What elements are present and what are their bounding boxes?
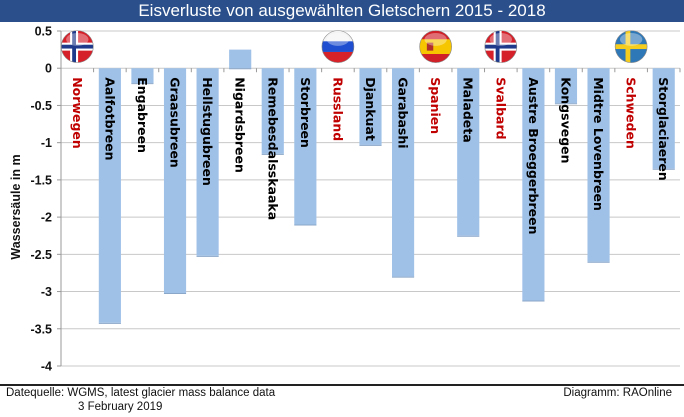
bar-djankuat (359, 68, 382, 145)
bar-remebesdalsskaaka (261, 68, 284, 154)
data-date: 3 February 2019 (78, 401, 163, 413)
glacier-label-maladeta: Maladeta (461, 77, 476, 142)
y-axis-ticks: 0.5 0 -0.5 -1 -1.5 -2 -2.5 -3 -3.5 -4 (30, 25, 52, 374)
y-tick-label: -3.5 (30, 322, 52, 336)
bar-storglaciaeren (652, 68, 675, 169)
norway-flag-icon (484, 30, 518, 63)
footer-divider (0, 384, 684, 386)
glacier-label-storglaciaeren: Storglaciaeren (656, 77, 671, 181)
glacier-label-graasubreen: Graasubreen (168, 77, 183, 168)
bars (98, 49, 675, 324)
y-tick-label: -4 (41, 360, 52, 374)
bar-midtre-lovenbreen (587, 68, 610, 262)
country-label-norwegen: Norwegen (70, 77, 85, 149)
glacier-label-garabashi: Garabashi (396, 77, 411, 148)
glacier-label-remebesdalsskaaka: Remebesdalsskaaka (265, 77, 280, 220)
y-tick-label: 0.5 (35, 25, 52, 39)
country-label-russland: Russland (330, 77, 345, 141)
y-tick-label: -1.5 (30, 173, 52, 187)
bar-nigardsbreen (229, 49, 252, 69)
glacier-label-djankuat: Djankuat (363, 77, 378, 141)
norway-flag-icon (60, 30, 94, 63)
sweden-flag-icon (614, 30, 648, 63)
russia-flag-icon (321, 30, 355, 63)
bar-austre-broeggerbreen (522, 68, 545, 301)
y-tick-label: -3 (41, 285, 52, 299)
bar-graasubreen (163, 68, 187, 294)
diagram-credit: Diagramm: RAOnline (563, 387, 672, 399)
glacier-label-kongsvegen: Kongsvegen (558, 77, 573, 163)
y-tick-label: -2.5 (30, 248, 52, 262)
country-label-spanien: Spanien (428, 77, 443, 134)
bar-kongsvegen (554, 68, 578, 104)
glacier-label-austre-broeggerbreen: Austre Broeggerbreen (526, 77, 541, 234)
glacier-label-midtre-lovenbreen: Midtre Lovenbreen (591, 77, 606, 211)
glacier-label-storbreen: Storbreen (298, 77, 313, 148)
glacier-label-aalfotbreen: Aalfotbreen (102, 77, 117, 160)
bar-aalfotbreen (98, 68, 121, 323)
data-source: Datequelle: WGMS, latest glacier mass ba… (6, 387, 276, 399)
category-labels: Norwegen Aalfotbreen Engabreen Graasubreen H… (70, 77, 671, 234)
y-tick-label: 0 (45, 62, 52, 76)
glacier-label-hellstugubreen: Hellstugubreen (200, 77, 215, 186)
flags (60, 30, 648, 63)
chart-title: Eisverluste von ausgewählten Gletschern … (0, 0, 684, 22)
spain-flag-icon (419, 30, 452, 63)
bar-engabreen (131, 68, 154, 84)
glacier-label-nigardsbreen: Nigardsbreen (233, 77, 248, 173)
country-label-schweden: Schweden (624, 77, 639, 149)
bar-storbreen (294, 68, 317, 225)
y-tick-label: -1 (41, 136, 52, 150)
y-tick-label: -0.5 (30, 99, 52, 113)
bar-hellstugubreen (196, 68, 219, 256)
country-label-svalbard: Svalbard (493, 77, 508, 139)
bar-garabashi (392, 68, 415, 277)
y-axis-label: Wassersäule in m (9, 154, 23, 259)
bar-maladeta (457, 68, 480, 236)
y-tick-label: -2 (41, 211, 52, 225)
bar-chart: 0.5 0 -0.5 -1 -1.5 -2 -2.5 -3 -3.5 -4 Norwegen Aal… (9, 25, 681, 374)
glacier-label-engabreen: Engabreen (135, 77, 150, 153)
